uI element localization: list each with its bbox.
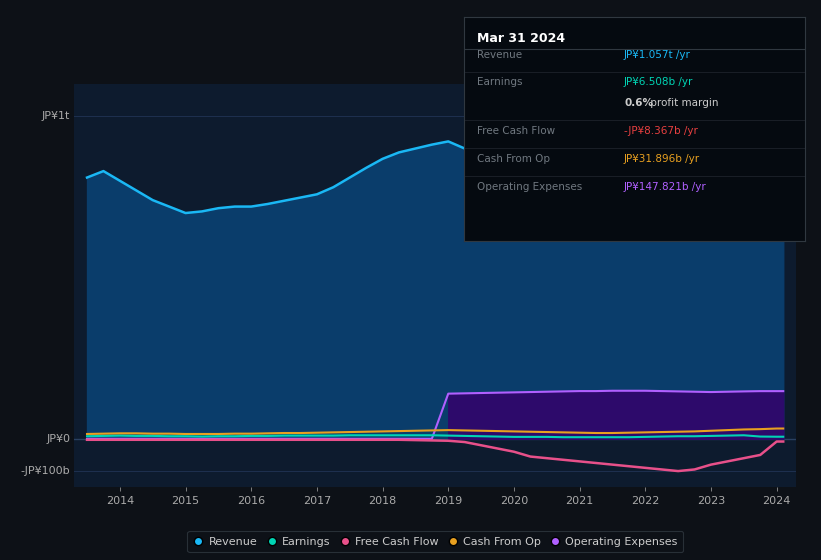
Text: Mar 31 2024: Mar 31 2024 xyxy=(478,32,566,45)
Text: JP¥1t: JP¥1t xyxy=(42,111,71,122)
Text: -JP¥8.367b /yr: -JP¥8.367b /yr xyxy=(624,125,698,136)
Text: JP¥1.057t /yr: JP¥1.057t /yr xyxy=(624,50,691,60)
Text: -JP¥100b: -JP¥100b xyxy=(21,466,71,476)
Text: JP¥6.508b /yr: JP¥6.508b /yr xyxy=(624,77,694,87)
Text: Free Cash Flow: Free Cash Flow xyxy=(478,125,556,136)
Text: JP¥147.821b /yr: JP¥147.821b /yr xyxy=(624,181,707,192)
Text: profit margin: profit margin xyxy=(647,97,718,108)
Text: Cash From Op: Cash From Op xyxy=(478,153,551,164)
Text: 0.6%: 0.6% xyxy=(624,97,653,108)
Text: Earnings: Earnings xyxy=(478,77,523,87)
Text: JP¥0: JP¥0 xyxy=(46,434,71,444)
Text: JP¥31.896b /yr: JP¥31.896b /yr xyxy=(624,153,700,164)
Text: Operating Expenses: Operating Expenses xyxy=(478,181,583,192)
Text: Revenue: Revenue xyxy=(478,50,523,60)
Legend: Revenue, Earnings, Free Cash Flow, Cash From Op, Operating Expenses: Revenue, Earnings, Free Cash Flow, Cash … xyxy=(187,531,683,552)
